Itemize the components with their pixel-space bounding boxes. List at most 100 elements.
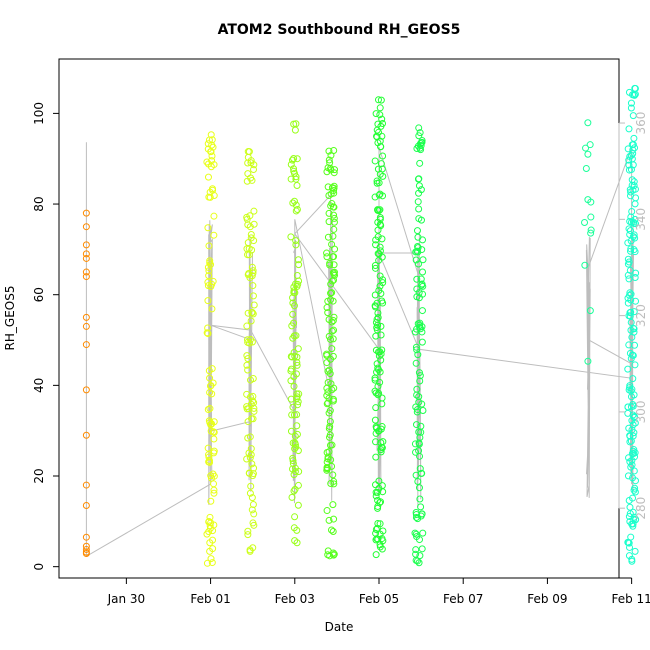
- data-point: [373, 177, 381, 185]
- data-point: [243, 455, 251, 463]
- data-point: [624, 538, 632, 546]
- data-point: [291, 439, 299, 447]
- data-point: [328, 441, 336, 449]
- data-point: [295, 261, 303, 269]
- data-point: [292, 173, 300, 181]
- data-point: [208, 305, 216, 313]
- data-point: [292, 443, 300, 451]
- data-point: [287, 427, 295, 435]
- data-point: [378, 235, 386, 243]
- data-point: [586, 141, 594, 149]
- y-tick-label: 100: [32, 102, 46, 125]
- data-point: [243, 361, 251, 369]
- data-point: [581, 261, 589, 269]
- data-point: [630, 328, 638, 336]
- data-point: [625, 312, 633, 320]
- data-point: [415, 189, 423, 197]
- data-point: [377, 160, 385, 168]
- data-point: [207, 382, 215, 390]
- data-point: [379, 537, 387, 545]
- data-point: [371, 262, 379, 270]
- data-point: [325, 366, 333, 374]
- data-point: [626, 349, 634, 357]
- data-point: [328, 345, 336, 353]
- data-point: [210, 161, 218, 169]
- data-point: [584, 150, 592, 158]
- data-point: [244, 170, 252, 178]
- data-point: [289, 199, 297, 207]
- data-point: [630, 178, 638, 186]
- data-point: [82, 501, 90, 509]
- data-point: [210, 489, 218, 497]
- data-point: [249, 282, 257, 290]
- data-point: [414, 198, 422, 206]
- data-point: [325, 147, 333, 155]
- chart-title: ATOM2 Southbound RH_GEOS5: [218, 22, 461, 38]
- data-point: [330, 261, 338, 269]
- data-point: [624, 145, 632, 153]
- data-point: [293, 155, 301, 163]
- data-point: [292, 241, 300, 249]
- data-point: [247, 445, 255, 453]
- data-point: [584, 196, 592, 204]
- data-point: [584, 357, 592, 365]
- data-point: [630, 231, 638, 239]
- data-point: [413, 557, 421, 565]
- data-point: [293, 390, 301, 398]
- data-point: [290, 382, 298, 390]
- data-point: [323, 352, 331, 360]
- data-point: [417, 503, 425, 511]
- data-point: [291, 513, 299, 521]
- data-point: [412, 513, 420, 521]
- data-point: [416, 372, 424, 380]
- data-point: [627, 403, 635, 411]
- data-point: [412, 546, 420, 554]
- data-point: [210, 212, 218, 220]
- data-point: [375, 128, 383, 136]
- data-point: [416, 377, 424, 385]
- data-point: [209, 428, 217, 436]
- data-point: [289, 299, 297, 307]
- data-point: [293, 353, 301, 361]
- data-point: [414, 233, 422, 241]
- data-point: [629, 141, 637, 149]
- data-point: [418, 545, 426, 553]
- data-point: [626, 518, 634, 526]
- data-point: [376, 520, 384, 528]
- data-point: [291, 126, 299, 134]
- data-point: [412, 448, 420, 456]
- data-point: [291, 485, 299, 493]
- data-point: [626, 266, 634, 274]
- data-point: [371, 193, 379, 201]
- data-point: [327, 456, 335, 464]
- data-point: [373, 133, 381, 141]
- data-point: [293, 205, 301, 213]
- data-point: [82, 268, 90, 276]
- data-point: [376, 368, 384, 376]
- data-point: [630, 134, 638, 142]
- data-point: [249, 310, 257, 318]
- data-point: [376, 111, 384, 119]
- data-point: [374, 313, 382, 321]
- data-point: [324, 297, 332, 305]
- data-point: [82, 431, 90, 439]
- data-point: [243, 405, 251, 413]
- data-point: [418, 138, 426, 146]
- data-point: [627, 213, 635, 221]
- data-point: [325, 516, 333, 524]
- data-point: [372, 346, 380, 354]
- data-point: [372, 236, 380, 244]
- data-point: [417, 325, 425, 333]
- data-point: [82, 254, 90, 262]
- data-point: [632, 477, 639, 485]
- data-point: [208, 152, 216, 160]
- data-point: [248, 506, 256, 514]
- data-point: [374, 309, 382, 317]
- data-point: [330, 550, 338, 558]
- data-point: [329, 397, 337, 405]
- data-point: [82, 209, 90, 217]
- data-point: [328, 327, 336, 335]
- data-point: [205, 267, 213, 275]
- right-tick-label: 300: [634, 400, 648, 423]
- y-axis-label: RH_GEOS5: [3, 286, 17, 351]
